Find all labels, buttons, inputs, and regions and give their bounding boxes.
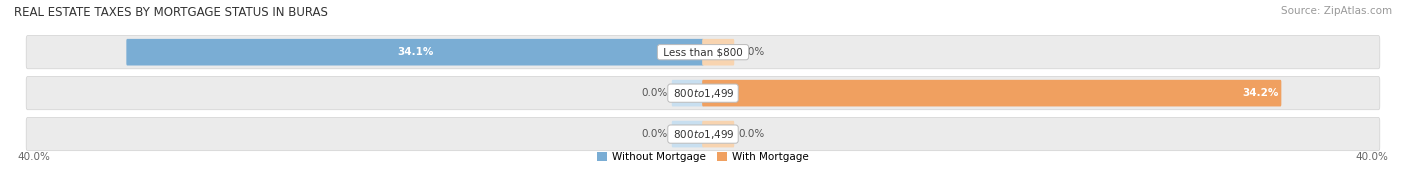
Text: Source: ZipAtlas.com: Source: ZipAtlas.com — [1281, 6, 1392, 16]
FancyBboxPatch shape — [27, 77, 1379, 110]
FancyBboxPatch shape — [127, 39, 704, 65]
Text: 0.0%: 0.0% — [738, 129, 765, 139]
FancyBboxPatch shape — [672, 121, 704, 147]
FancyBboxPatch shape — [27, 36, 1379, 69]
Text: 40.0%: 40.0% — [17, 152, 51, 162]
Text: REAL ESTATE TAXES BY MORTGAGE STATUS IN BURAS: REAL ESTATE TAXES BY MORTGAGE STATUS IN … — [14, 6, 328, 19]
Text: 34.1%: 34.1% — [396, 47, 433, 57]
FancyBboxPatch shape — [702, 39, 734, 65]
FancyBboxPatch shape — [27, 118, 1379, 151]
Text: 0.0%: 0.0% — [641, 129, 668, 139]
FancyBboxPatch shape — [672, 80, 704, 106]
Text: $800 to $1,499: $800 to $1,499 — [671, 87, 735, 100]
Text: $800 to $1,499: $800 to $1,499 — [671, 128, 735, 141]
Text: 40.0%: 40.0% — [1355, 152, 1389, 162]
Text: 0.0%: 0.0% — [641, 88, 668, 98]
FancyBboxPatch shape — [702, 121, 734, 147]
Legend: Without Mortgage, With Mortgage: Without Mortgage, With Mortgage — [593, 148, 813, 166]
Text: 34.2%: 34.2% — [1241, 88, 1278, 98]
FancyBboxPatch shape — [702, 80, 1281, 106]
Text: 0.0%: 0.0% — [738, 47, 765, 57]
Text: Less than $800: Less than $800 — [659, 47, 747, 57]
